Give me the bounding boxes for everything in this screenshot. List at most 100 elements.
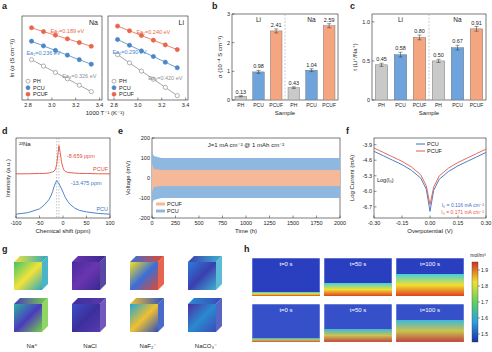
data-point	[89, 44, 93, 48]
data-label: 0.98	[253, 63, 264, 69]
x-axis-label: 1000 T⁻¹ (K⁻¹)	[86, 110, 125, 116]
bar	[375, 65, 388, 100]
data-point	[127, 61, 131, 65]
bar	[288, 88, 300, 100]
legend-swatch	[112, 92, 116, 96]
annotation: Ea₁=0.240 eV	[136, 29, 170, 35]
data-point	[163, 60, 167, 64]
colorbar-tick-label: 1.6	[481, 315, 488, 321]
colorbar-tick-label: 1.7	[481, 299, 488, 305]
colorbar-tick	[478, 286, 480, 287]
x-tick	[99, 98, 100, 101]
y-tick	[372, 21, 375, 22]
fit-line	[118, 26, 178, 50]
cube-side	[216, 298, 222, 332]
x-tick-label: PCU	[253, 102, 264, 108]
group-divider	[429, 14, 430, 100]
group-label: Li	[398, 16, 403, 23]
cube-side	[100, 256, 106, 290]
x-tick	[374, 216, 375, 219]
x-tick-label: PCUF	[322, 102, 336, 108]
legend-label: PH	[119, 78, 127, 84]
sim-frame	[324, 304, 392, 342]
x-tick	[246, 216, 247, 219]
sim-concentration	[324, 329, 392, 342]
group-label: Li	[256, 16, 261, 23]
data-point	[29, 26, 33, 30]
reference-line	[56, 138, 57, 218]
y-tick-label: 0	[367, 97, 370, 103]
series-label: PCU	[96, 206, 108, 212]
y-axis-label: t (Li⁺/Na⁺)	[352, 43, 358, 71]
subplot-title: ²³Na	[19, 141, 31, 147]
data-label: 0.43	[288, 80, 299, 86]
legend-label: PCU	[167, 208, 179, 214]
annotation: J=1 mA cm⁻² @ 1 mAh cm⁻²	[208, 142, 285, 148]
error-bar	[292, 87, 296, 89]
sim-frame	[396, 304, 464, 342]
plot-area	[29, 26, 93, 94]
annotation: Ea₁=0.189 eV	[50, 28, 84, 34]
legend-swatch	[26, 79, 30, 83]
error-bar	[274, 29, 278, 33]
x-tick-label: 0.00	[425, 220, 436, 226]
x-axis-label: Sample	[275, 110, 296, 116]
colorbar-tick-label: 1.9	[481, 267, 488, 273]
x-tick-label: -0.30	[368, 220, 381, 226]
colorbar-tick	[478, 302, 480, 303]
x-tick-label: PH	[237, 102, 244, 108]
data-point	[77, 83, 81, 87]
y-tick-label: -5.3	[363, 173, 372, 179]
colorbar-tick-label: 1.5	[481, 331, 488, 337]
y-tick	[374, 191, 377, 192]
sim-concentration	[396, 274, 464, 296]
cube-front	[14, 262, 42, 290]
data-point	[77, 40, 81, 44]
annotation: Ea₂=0.236 eV	[26, 50, 60, 56]
panel-letter: h	[244, 244, 250, 254]
x-tick-label: PH	[435, 102, 442, 108]
series-line	[16, 181, 110, 215]
legend-swatch	[156, 203, 165, 206]
plot-area	[152, 152, 340, 204]
y-axis-label: Voltage (mV)	[125, 161, 131, 196]
x-tick-label: 1250	[263, 220, 275, 226]
plot-frame	[374, 138, 486, 218]
legend-swatch	[26, 92, 30, 96]
y-tick	[372, 60, 375, 61]
annotation: -13.475 ppm	[71, 180, 102, 186]
data-point	[65, 53, 69, 57]
legend-label: PCUF	[427, 148, 443, 154]
subplot-title: Li	[179, 19, 185, 26]
cube-label: Na⁺	[27, 343, 38, 349]
cube-front	[72, 304, 100, 332]
x-tick-label: 0.15	[453, 220, 464, 226]
x-tick	[39, 216, 40, 219]
x-tick-label: 1500	[287, 220, 299, 226]
plot-area	[374, 148, 486, 211]
data-point	[41, 64, 45, 68]
colorbar-tick	[478, 334, 480, 335]
y-tick-label: -100	[139, 195, 150, 201]
y-tick	[232, 14, 235, 15]
cube-side	[158, 256, 164, 290]
error-bar	[239, 96, 243, 97]
bar	[323, 26, 335, 100]
x-tick	[110, 216, 111, 219]
series-line	[374, 151, 486, 211]
x-tick-label: -0.15	[396, 220, 409, 226]
y-tick	[372, 100, 375, 101]
legend-swatch	[26, 86, 30, 90]
data-point	[41, 44, 45, 48]
error-bar	[310, 69, 314, 72]
sim-frame	[396, 258, 464, 296]
group-divider	[285, 14, 286, 100]
x-tick	[486, 216, 487, 219]
data-point	[175, 48, 179, 52]
x-tick-label: PCU	[395, 102, 406, 108]
y-tick	[374, 160, 377, 161]
panel-letter: d	[2, 126, 8, 136]
plot-frame	[108, 16, 188, 100]
legend-label: PCU	[427, 141, 439, 147]
data-point	[139, 69, 143, 73]
